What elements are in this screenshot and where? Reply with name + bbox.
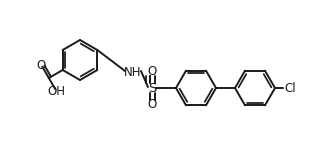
Text: O: O xyxy=(37,59,46,72)
Text: S: S xyxy=(148,81,156,95)
Text: OH: OH xyxy=(48,85,66,98)
Text: Cl: Cl xyxy=(284,81,296,95)
Text: O: O xyxy=(147,64,157,77)
Text: O: O xyxy=(147,99,157,112)
Text: NH: NH xyxy=(124,65,142,79)
